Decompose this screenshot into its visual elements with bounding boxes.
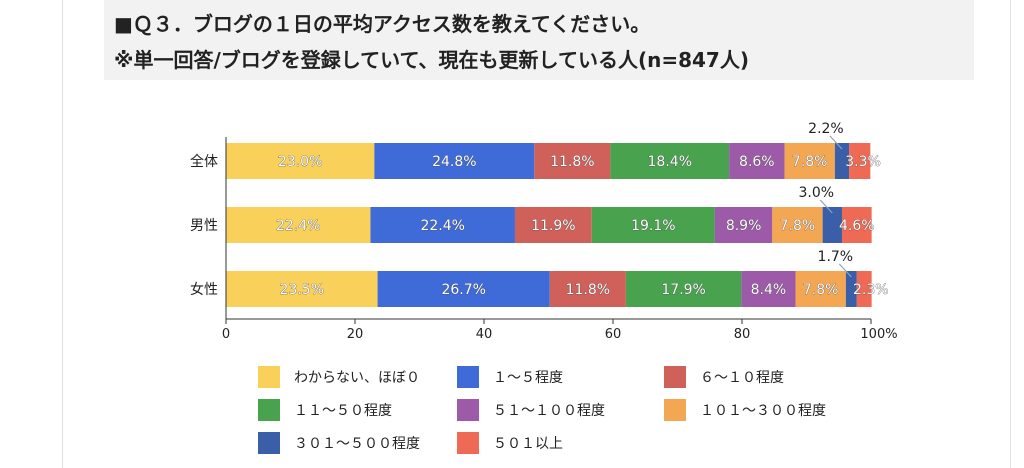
legend-item: １０１～３００程度: [664, 397, 826, 423]
legend-swatch: [457, 432, 479, 454]
data-label: 19.1%: [631, 218, 675, 234]
bar-segment: [772, 207, 823, 243]
legend-swatch: [258, 432, 280, 454]
data-label: 4.6%: [839, 218, 875, 234]
bar-segment: [845, 271, 857, 307]
data-label: 11.8%: [566, 282, 610, 298]
callout-line: [829, 135, 843, 150]
bar-segment: [226, 207, 371, 243]
legend-item: １～５程度: [457, 364, 563, 390]
data-label: 11.9%: [531, 218, 575, 234]
question-header: ■Ｑ３．ブログの１日の平均アクセス数を教えてください。 ※単一回答/ブログを登録…: [104, 0, 974, 80]
data-label: 8.4%: [751, 282, 787, 298]
bar-segment: [834, 143, 850, 179]
data-label: 11.8%: [550, 154, 594, 170]
callout-line: [819, 199, 833, 214]
callout-line: [838, 263, 852, 278]
question-title: ■Ｑ３．ブログの１日の平均アクセス数を教えてください。: [114, 12, 651, 36]
data-label: 22.4%: [276, 218, 320, 234]
bar-segment: [534, 143, 611, 179]
bar-segment: [729, 143, 785, 179]
legend-label: ５１～１００程度: [493, 403, 605, 419]
legend-item: ３０１～５００程度: [258, 430, 420, 456]
x-tick-label: 20: [347, 327, 364, 342]
legend-item: ５０１以上: [457, 430, 563, 456]
data-label: 23.5%: [280, 282, 324, 298]
legend-label: ５０１以上: [493, 436, 563, 452]
x-tick-label: 100%: [860, 327, 897, 342]
bar-segment: [822, 207, 842, 243]
bar-segment: [714, 207, 773, 243]
bar-segment: [625, 271, 742, 307]
category-label: 男性: [190, 218, 218, 234]
x-tick-label: 40: [476, 327, 493, 342]
legend-label: １０１～３００程度: [700, 403, 826, 419]
data-label: 7.8%: [803, 282, 839, 298]
legend-label: １１～５０程度: [294, 403, 392, 419]
legend-label: ３０１～５００程度: [294, 436, 420, 452]
legend-swatch: [258, 399, 280, 421]
left-border: [62, 0, 63, 468]
bar-segment: [591, 207, 715, 243]
x-tick-label: 80: [734, 327, 751, 342]
data-label: 2.2%: [808, 121, 844, 137]
data-label: 1.7%: [818, 249, 854, 265]
data-label: 2.3%: [853, 282, 889, 298]
legend-swatch: [258, 366, 280, 388]
bar-segment: [226, 271, 378, 307]
x-tick-label: 0: [222, 327, 230, 342]
data-label: 17.9%: [661, 282, 705, 298]
legend-swatch: [664, 399, 686, 421]
bar-segment: [549, 271, 626, 307]
legend-item: ６～１０程度: [664, 364, 784, 390]
data-label: 8.9%: [726, 218, 762, 234]
data-label: 3.0%: [799, 185, 835, 201]
data-label: 7.8%: [780, 218, 816, 234]
data-label: 22.4%: [420, 218, 464, 234]
legend-label: ６～１０程度: [700, 370, 784, 386]
bar-segment: [856, 271, 872, 307]
bar-segment: [841, 207, 872, 243]
bar-segment: [514, 207, 592, 243]
data-label: 3.3%: [845, 154, 881, 170]
data-label: 18.4%: [648, 154, 692, 170]
legend-item: わからない、ほぼ０: [258, 364, 420, 390]
bar-segment: [784, 143, 835, 179]
bar-segment: [226, 143, 375, 179]
data-label: 24.8%: [432, 154, 476, 170]
right-border: [1010, 0, 1011, 468]
bar-segment: [377, 271, 550, 307]
question-subtitle: ※単一回答/ブログを登録していて、現在も更新している人(n=847人): [114, 48, 749, 72]
bar-segment: [795, 271, 846, 307]
bar-segment: [370, 207, 515, 243]
legend-swatch: [664, 366, 686, 388]
legend-label: わからない、ほぼ０: [294, 370, 420, 386]
legend-label: １～５程度: [493, 370, 563, 386]
category-label: 女性: [190, 281, 218, 298]
data-label: 23.0%: [278, 154, 322, 170]
bar-segment: [741, 271, 796, 307]
legend-item: １１～５０程度: [258, 397, 392, 423]
legend-item: ５１～１００程度: [457, 397, 605, 423]
legend-swatch: [457, 366, 479, 388]
bar-segment: [849, 143, 871, 179]
data-label: 26.7%: [441, 282, 485, 298]
bar-segment: [610, 143, 730, 179]
category-label: 全体: [190, 153, 218, 170]
bar-segment: [374, 143, 535, 179]
data-label: 8.6%: [739, 154, 775, 170]
x-tick-label: 60: [605, 327, 622, 342]
data-label: 7.8%: [792, 154, 828, 170]
legend-swatch: [457, 399, 479, 421]
